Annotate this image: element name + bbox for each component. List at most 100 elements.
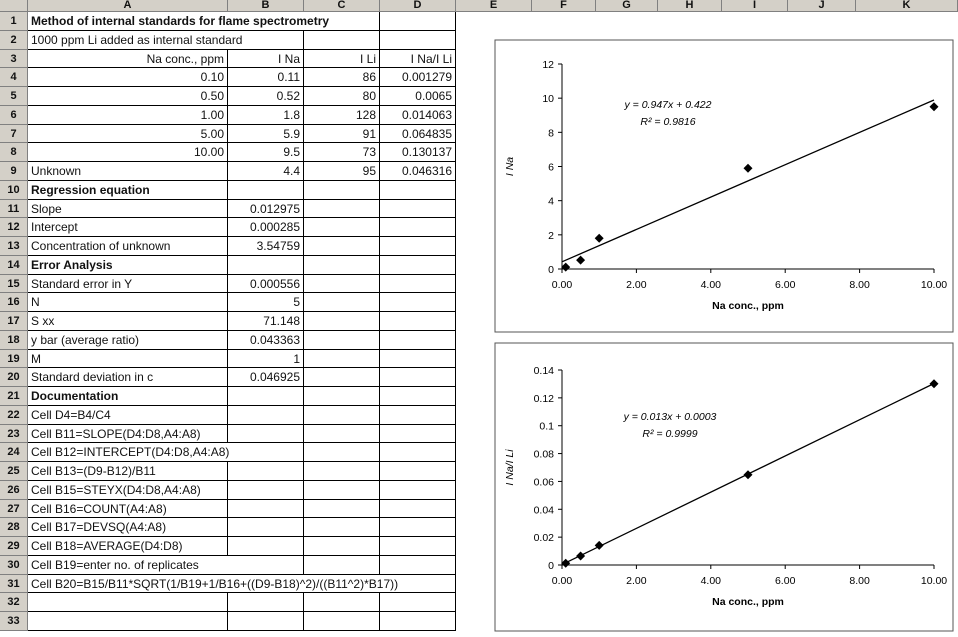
cell-b[interactable]: 1.8: [228, 105, 304, 125]
cell-d[interactable]: [380, 555, 456, 575]
cell-a[interactable]: 10.00: [28, 143, 228, 162]
cell-b[interactable]: 0.000556: [228, 274, 304, 294]
row-header[interactable]: 20: [0, 368, 28, 387]
row-header[interactable]: 1: [0, 12, 28, 31]
cell-a[interactable]: 1000 ppm Li added as internal standard: [28, 31, 242, 50]
row-header[interactable]: 15: [0, 274, 28, 294]
cell-c[interactable]: [304, 199, 380, 219]
row-header[interactable]: 28: [0, 518, 28, 537]
cell-b[interactable]: 0.000285: [228, 218, 304, 237]
cell-a[interactable]: N: [28, 293, 228, 312]
row-header[interactable]: 26: [0, 480, 28, 500]
cell-d[interactable]: [380, 312, 456, 331]
cell-a[interactable]: Slope: [28, 199, 228, 219]
cell-b[interactable]: 71.148: [228, 312, 304, 331]
row-header[interactable]: 14: [0, 255, 28, 275]
cell-d[interactable]: 0.046316: [380, 162, 456, 181]
cell-c[interactable]: [304, 424, 380, 444]
cell-b[interactable]: 0.012975: [228, 199, 304, 219]
cell-d[interactable]: [380, 593, 456, 612]
cell-c[interactable]: [304, 368, 380, 387]
column-header-g[interactable]: G: [596, 0, 658, 12]
cell-d[interactable]: [380, 274, 456, 294]
cell-d[interactable]: [380, 405, 456, 425]
cell-d[interactable]: [380, 180, 456, 200]
column-header-k[interactable]: K: [856, 0, 958, 12]
cell-a[interactable]: Cell B15=STEYX(D4:D8,A4:A8): [28, 480, 228, 500]
cell-d[interactable]: [380, 12, 456, 31]
cell-d[interactable]: 0.014063: [380, 105, 456, 125]
cell-b[interactable]: 0.046925: [228, 368, 304, 387]
row-header[interactable]: 3: [0, 49, 28, 69]
cell-c[interactable]: [304, 555, 380, 575]
column-header-f[interactable]: F: [532, 0, 596, 12]
cell-a[interactable]: Regression equation: [28, 180, 228, 200]
cell-b[interactable]: 1: [228, 349, 304, 369]
cell-c[interactable]: [304, 518, 380, 537]
cell-b[interactable]: 5: [228, 293, 304, 312]
row-header[interactable]: 25: [0, 462, 28, 481]
cell-b[interactable]: [228, 612, 304, 631]
cell-a[interactable]: Cell B17=DEVSQ(A4:A8): [28, 518, 228, 537]
cell-a[interactable]: Concentration of unknown: [28, 237, 228, 256]
cell-b[interactable]: [228, 462, 304, 481]
cell-d[interactable]: [380, 293, 456, 312]
column-header-h[interactable]: H: [658, 0, 722, 12]
cell-c[interactable]: [304, 462, 380, 481]
select-all-corner[interactable]: [0, 0, 28, 12]
column-header-e[interactable]: E: [456, 0, 532, 12]
row-header[interactable]: 23: [0, 424, 28, 444]
cell-d[interactable]: [380, 330, 456, 350]
cell-d[interactable]: [380, 424, 456, 444]
row-header[interactable]: 8: [0, 143, 28, 162]
row-header[interactable]: 4: [0, 68, 28, 87]
cell-b[interactable]: 3.54759: [228, 237, 304, 256]
cell-a[interactable]: Documentation: [28, 387, 228, 406]
row-header[interactable]: 13: [0, 237, 28, 256]
cell-d[interactable]: [380, 30, 456, 50]
cell-a[interactable]: [28, 612, 228, 631]
cell-c[interactable]: 128: [304, 105, 380, 125]
cell-a[interactable]: Intercept: [28, 218, 228, 237]
cell-c[interactable]: [304, 12, 380, 31]
cell-d[interactable]: [380, 368, 456, 387]
cell-a[interactable]: Na conc., ppm: [28, 49, 228, 69]
row-header[interactable]: 33: [0, 612, 28, 631]
cell-c[interactable]: [304, 387, 380, 406]
cell-a[interactable]: 0.10: [28, 68, 228, 87]
row-header[interactable]: 10: [0, 180, 28, 200]
cell-d[interactable]: [380, 537, 456, 556]
cell-b[interactable]: [228, 180, 304, 200]
cell-c[interactable]: [304, 237, 380, 256]
row-header[interactable]: 2: [0, 30, 28, 50]
row-header[interactable]: 18: [0, 330, 28, 350]
cell-a[interactable]: Method of internal standards for flame s…: [28, 12, 329, 31]
column-header-j[interactable]: J: [788, 0, 856, 12]
cell-b[interactable]: 0.043363: [228, 330, 304, 350]
cell-c[interactable]: [304, 405, 380, 425]
cell-a[interactable]: y bar (average ratio): [28, 330, 228, 350]
cell-a[interactable]: Standard error in Y: [28, 274, 228, 294]
cell-a[interactable]: Cell B11=SLOPE(D4:D8,A4:A8): [28, 424, 228, 444]
cell-c[interactable]: [304, 499, 380, 519]
cell-d[interactable]: I Na/I Li: [380, 49, 456, 69]
cell-a[interactable]: 1.00: [28, 105, 228, 125]
cell-c[interactable]: [304, 293, 380, 312]
cell-d[interactable]: [380, 255, 456, 275]
cell-c[interactable]: 91: [304, 124, 380, 144]
cell-d[interactable]: [380, 612, 456, 631]
cell-b[interactable]: [228, 424, 304, 444]
row-header[interactable]: 24: [0, 443, 28, 462]
cell-d[interactable]: [380, 574, 456, 594]
cell-b[interactable]: 0.52: [228, 87, 304, 106]
row-header[interactable]: 12: [0, 218, 28, 237]
cell-b[interactable]: 4.4: [228, 162, 304, 181]
row-header[interactable]: 17: [0, 312, 28, 331]
cell-a[interactable]: Cell B12=INTERCEPT(D4:D8,A4:A8): [28, 443, 229, 462]
cell-a[interactable]: Cell D4=B4/C4: [28, 405, 228, 425]
cell-b[interactable]: [228, 387, 304, 406]
cell-a[interactable]: 5.00: [28, 124, 228, 144]
cell-b[interactable]: [228, 405, 304, 425]
cell-b[interactable]: [228, 518, 304, 537]
cell-d[interactable]: [380, 237, 456, 256]
